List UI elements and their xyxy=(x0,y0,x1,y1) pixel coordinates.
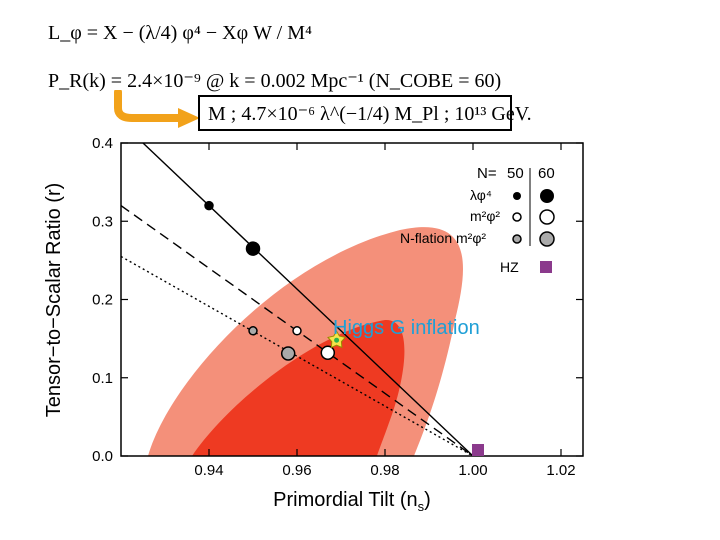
y-tick-label: 0.0 xyxy=(92,448,113,465)
legend-header-n: N= xyxy=(477,165,497,182)
legend-row-nflation: N-flation m²φ² xyxy=(400,230,486,246)
likelihood-contours xyxy=(148,227,463,456)
legend-marker-nflation-50 xyxy=(512,234,522,244)
legend-row-m2phi2: m²φ² xyxy=(470,208,500,224)
y-tick-label: 0.1 xyxy=(92,370,113,387)
y-axis-label: Tensor−to−Scalar Ratio (r) xyxy=(43,183,65,418)
legend-row-lambda-phi4: λφ⁴ xyxy=(470,187,492,203)
x-tick-label: 1.02 xyxy=(546,462,575,479)
lagrangian-equation: L_φ = X − (λ/4) φ⁴ − Xφ W / M⁴ xyxy=(48,22,312,45)
legend-marker-m2-60 xyxy=(539,209,555,225)
x-tick-label: 1.00 xyxy=(458,462,487,479)
model-line-lambda-phi4 xyxy=(142,143,474,456)
x-tick-label: 0.94 xyxy=(194,462,223,479)
higgs-star-center xyxy=(334,337,340,343)
y-tick-label: 0.3 xyxy=(92,213,113,230)
y-tick-label: 0.4 xyxy=(92,135,113,152)
arrow-icon xyxy=(114,90,200,128)
legend-header-60: 60 xyxy=(538,165,555,182)
mass-constraint-text: M ; 4.7×10⁻⁶ λ^(−1/4) M_Pl ; 10¹³ GeV. xyxy=(208,103,532,125)
legend-marker-m2-50 xyxy=(512,212,522,222)
x-tick-label: 0.96 xyxy=(282,462,311,479)
x-tick-label: 0.98 xyxy=(370,462,399,479)
legend-marker-nflation-60 xyxy=(539,231,555,247)
lagrangian-text: L_φ = X − (λ/4) φ⁴ − Xφ W / M⁴ xyxy=(48,22,312,44)
x-axis-label: Primordial Tilt (ns) xyxy=(273,489,431,514)
legend-header-50: 50 xyxy=(507,165,524,182)
legend-marker-lambda-50 xyxy=(513,192,521,200)
x-axis-label-main: Primordial Tilt (n xyxy=(273,489,417,511)
higgs-g-inflation-label: Higgs G inflation xyxy=(333,317,480,339)
power-spectrum-text: P_R(k) = 2.4×10⁻⁹ @ k = 0.002 Mpc⁻¹ (N_C… xyxy=(48,70,502,92)
legend-marker-hz xyxy=(540,261,552,273)
axis-ticks: 0.94 0.96 0.98 1.00 1.02 0.0 0.1 0.2 0.3 0.4 xyxy=(92,135,583,479)
point-hz xyxy=(472,444,484,456)
point-m2phi2-60 xyxy=(320,345,336,360)
power-spectrum-equation: P_R(k) = 2.4×10⁻⁹ @ k = 0.002 Mpc⁻¹ (N_C… xyxy=(48,68,501,93)
point-nflation-60 xyxy=(280,346,296,361)
data-points xyxy=(204,200,484,456)
point-m2phi2-50 xyxy=(292,326,302,336)
x-axis-label-end: ) xyxy=(424,489,431,511)
legend: N= 50 60 λφ⁴ m²φ² N-flation m²φ² HZ xyxy=(400,165,555,275)
point-nflation-50 xyxy=(248,326,258,336)
mass-constraint-box: M ; 4.7×10⁻⁶ λ^(−1/4) M_Pl ; 10¹³ GeV. xyxy=(198,95,532,131)
point-lambda-phi4-50 xyxy=(204,200,214,211)
legend-marker-lambda-60 xyxy=(540,189,554,203)
inner-contour-68 xyxy=(192,319,405,456)
y-tick-label: 0.2 xyxy=(92,292,113,309)
legend-row-hz: HZ xyxy=(500,259,519,275)
x-axis-label-sub: s xyxy=(418,499,425,514)
point-lambda-phi4-60 xyxy=(245,241,261,256)
